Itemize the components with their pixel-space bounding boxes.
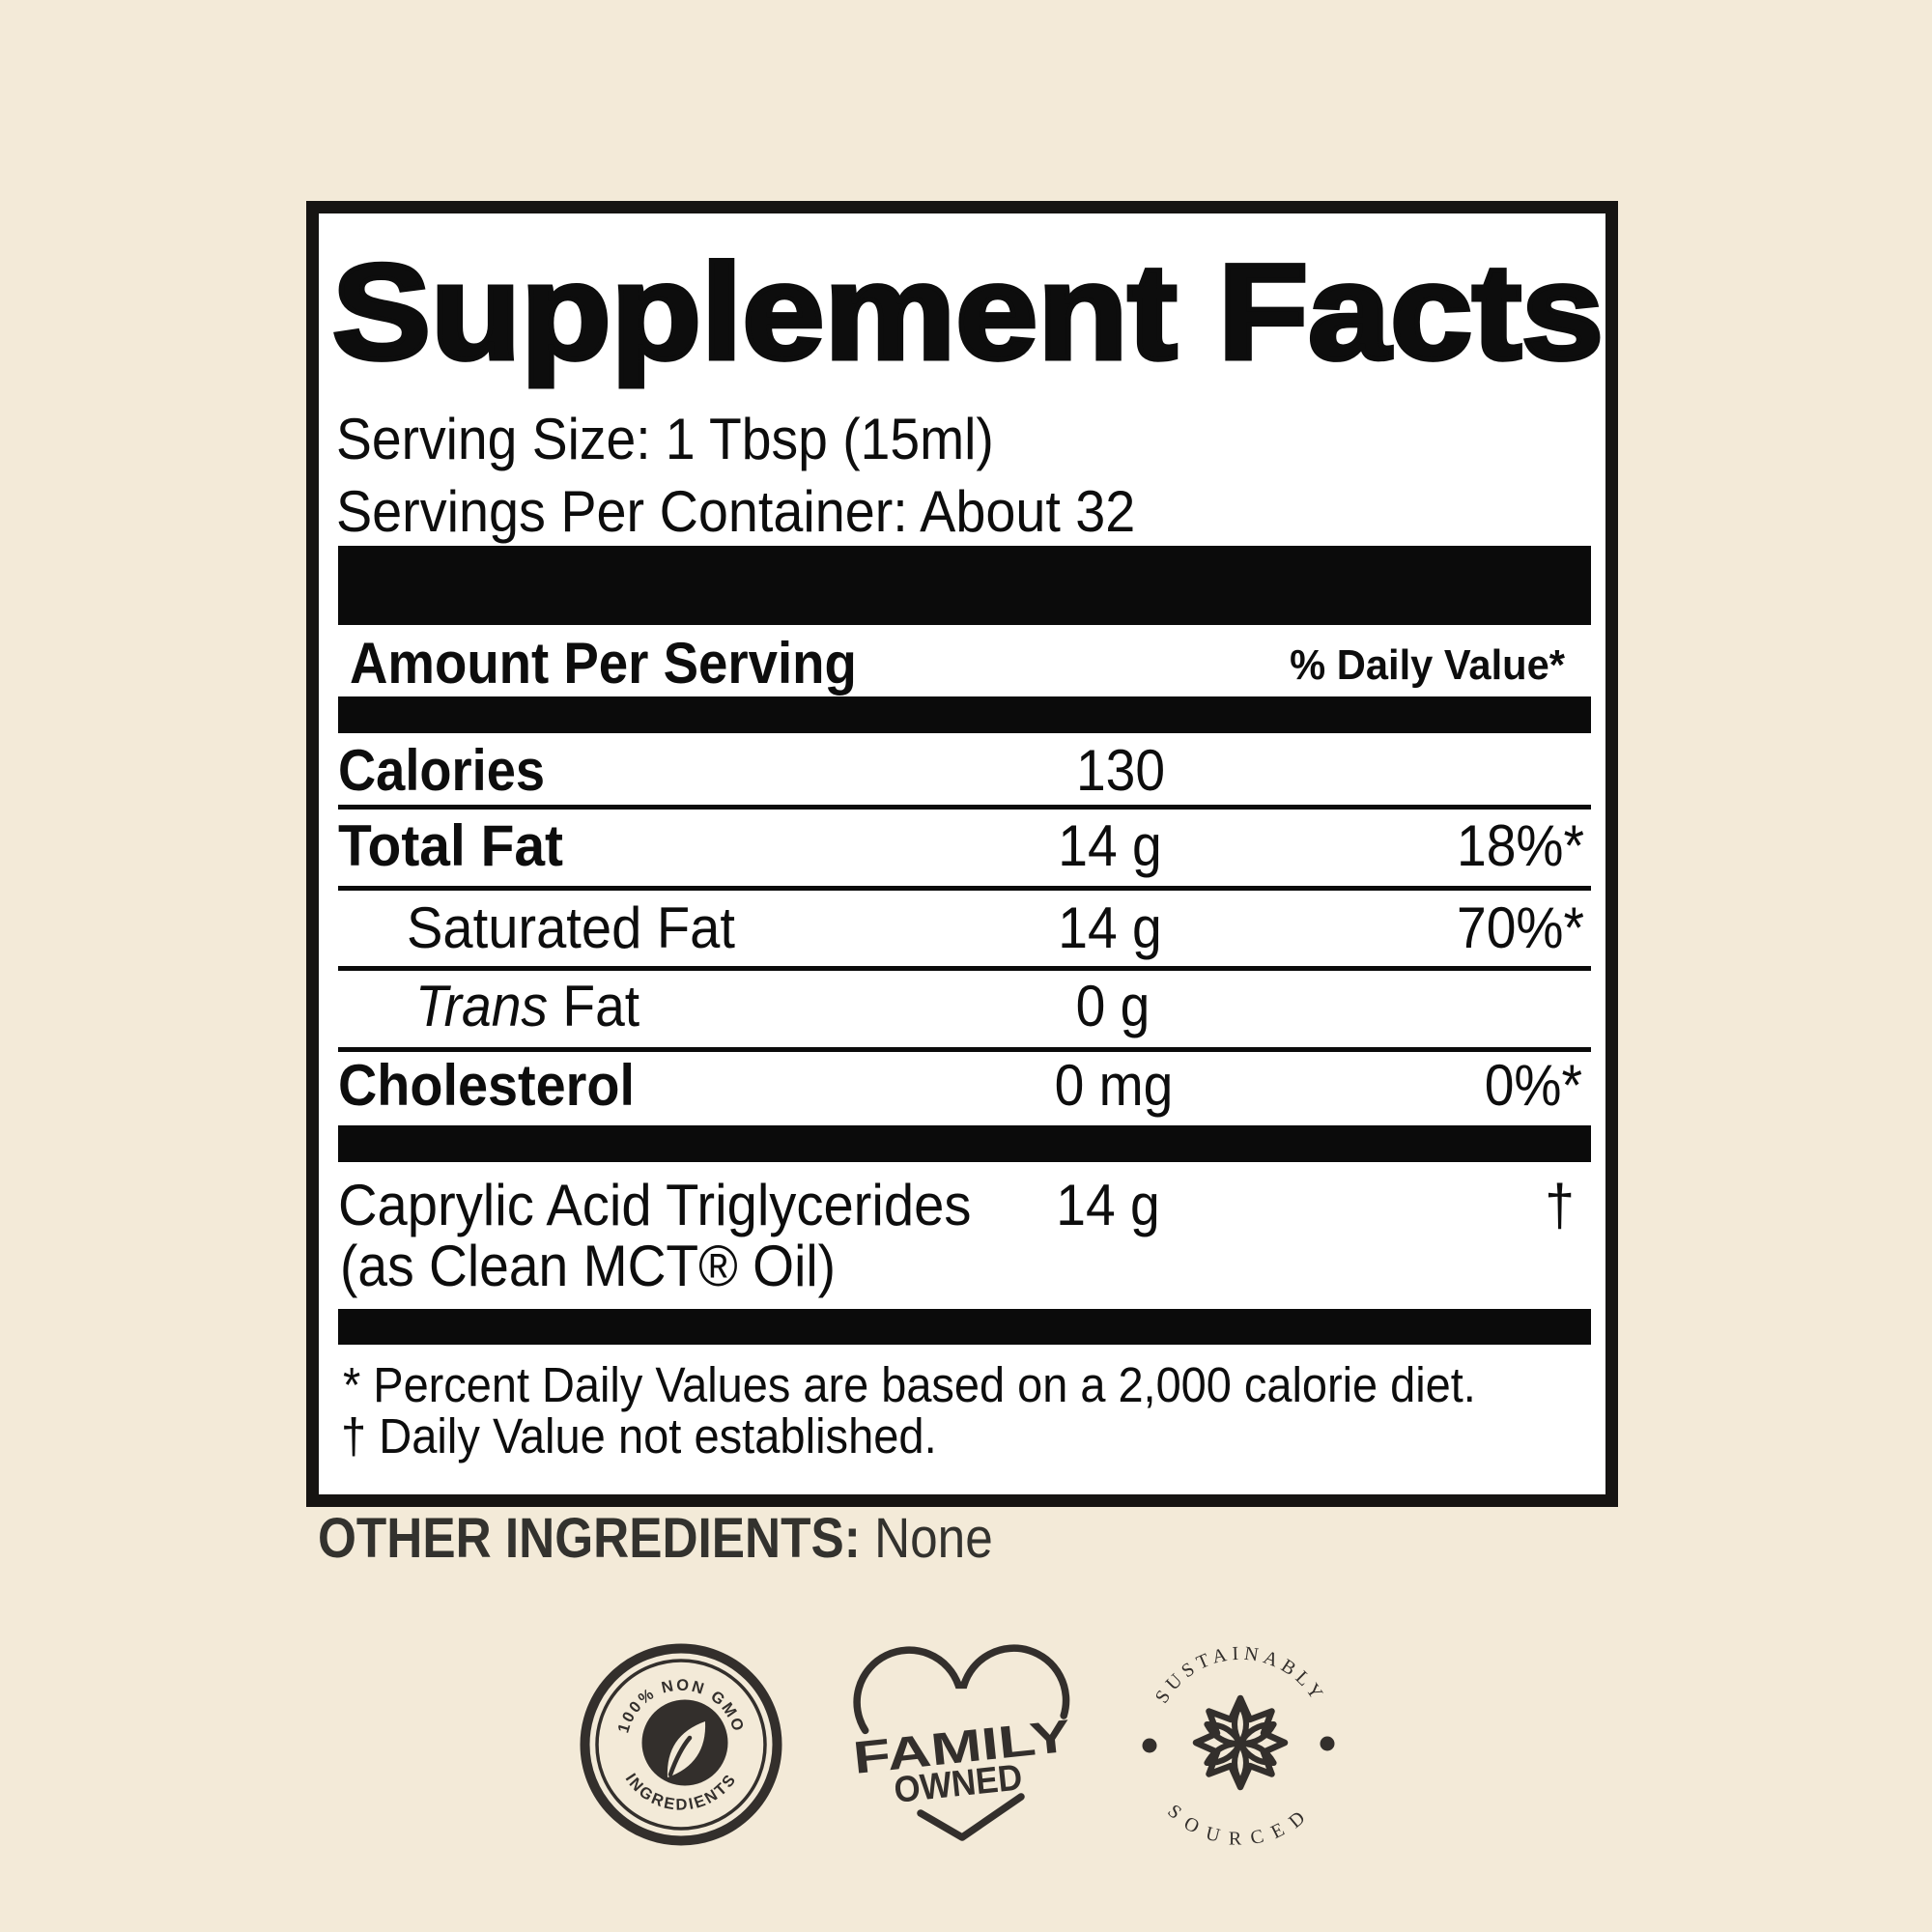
svg-text:SOURCED: SOURCED [1163, 1801, 1317, 1850]
